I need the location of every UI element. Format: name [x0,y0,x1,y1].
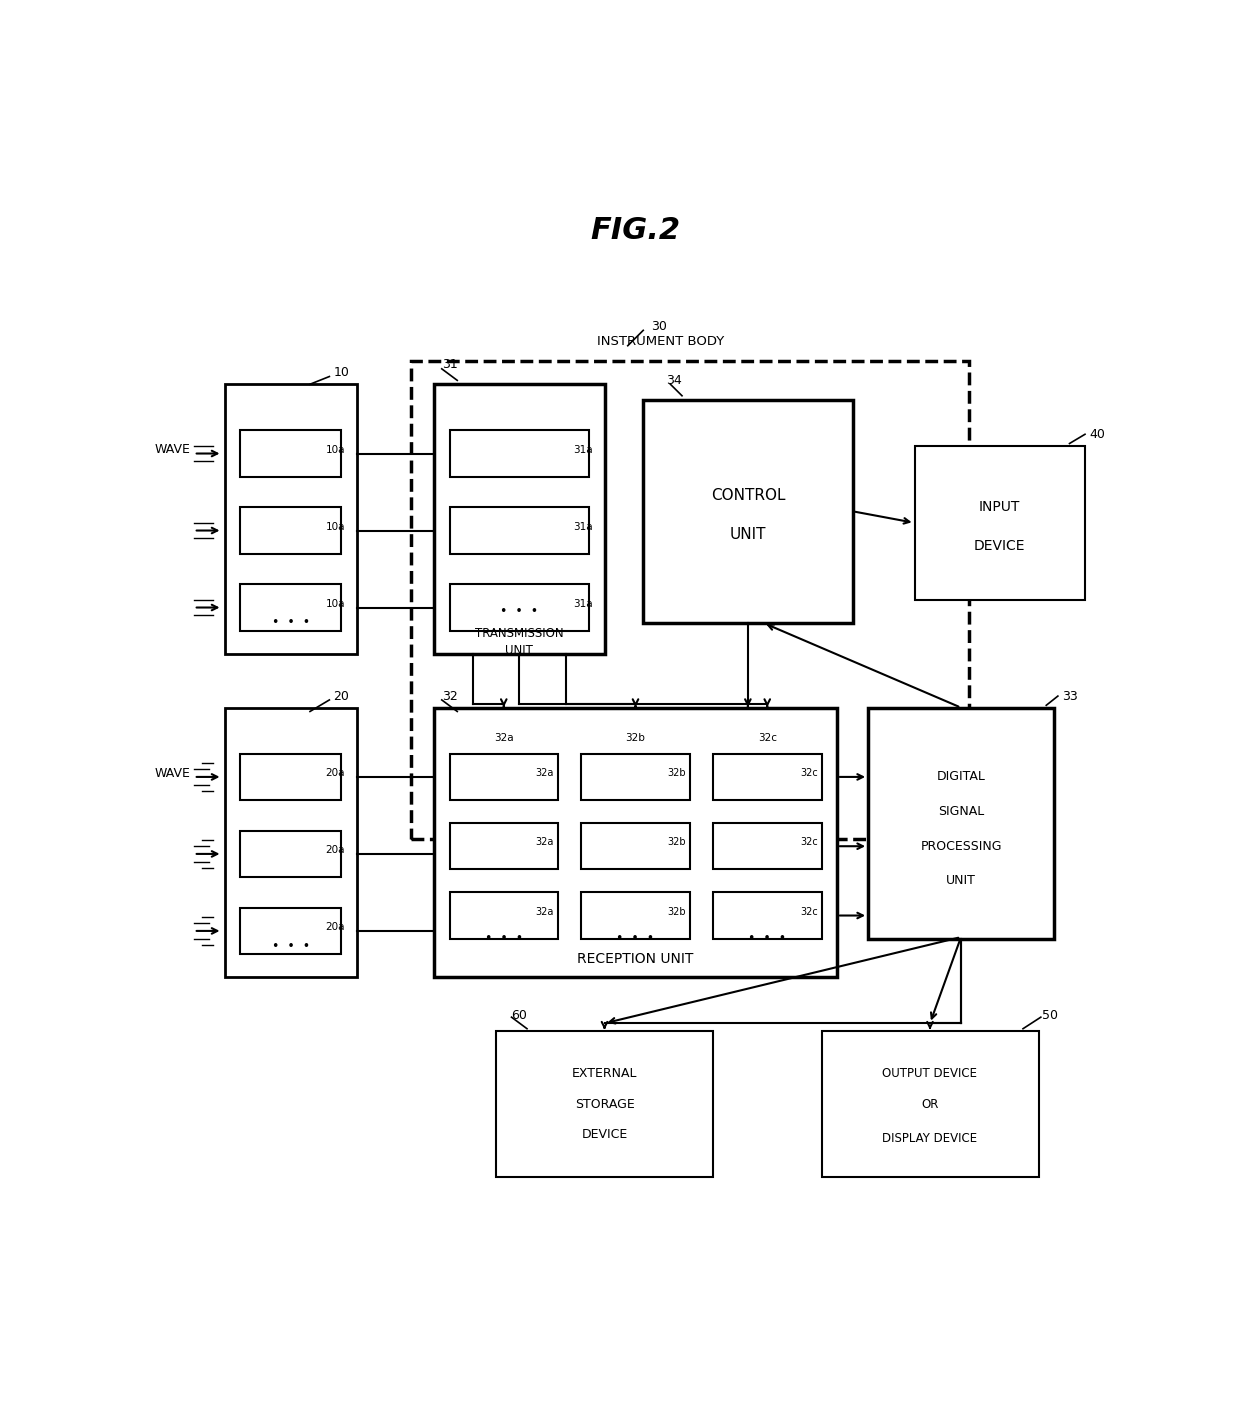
Text: 20a: 20a [325,845,345,855]
Text: UNIT: UNIT [506,644,533,658]
Text: PROCESSING: PROCESSING [920,839,1002,852]
Text: •  •  •: • • • [272,940,310,953]
Text: •  •  •: • • • [616,932,655,946]
Bar [713,822,821,869]
Text: 31a: 31a [573,522,593,532]
Bar [241,508,341,553]
Text: 32b: 32b [625,733,646,743]
Bar [644,400,853,623]
Bar [224,708,357,977]
Text: DISPLAY DEVICE: DISPLAY DEVICE [883,1133,977,1146]
Bar [868,708,1054,939]
Text: INSTRUMENT BODY: INSTRUMENT BODY [596,336,724,349]
Bar [241,584,341,631]
Text: 10: 10 [334,366,350,379]
Text: OUTPUT DEVICE: OUTPUT DEVICE [883,1066,977,1081]
Text: 60: 60 [511,1010,527,1022]
Text: 31: 31 [441,359,458,372]
Bar [713,754,821,800]
Text: 10a: 10a [325,598,345,608]
Text: 32a: 32a [536,838,554,848]
Text: •  •  •: • • • [485,932,523,946]
Text: 20a: 20a [325,769,345,778]
Bar [241,908,341,954]
Text: WAVE: WAVE [155,767,191,780]
Text: 32a: 32a [494,733,513,743]
Text: DEVICE: DEVICE [973,539,1025,553]
Bar [241,831,341,876]
Text: •  •  •: • • • [500,605,538,618]
Text: 32a: 32a [536,769,554,778]
Text: OR: OR [921,1098,939,1110]
Text: 31a: 31a [573,598,593,608]
Bar [582,754,689,800]
Text: 32c: 32c [800,906,817,916]
Text: 32b: 32b [667,838,686,848]
Text: EXTERNAL: EXTERNAL [572,1066,637,1081]
Text: 34: 34 [667,374,682,387]
Text: CONTROL: CONTROL [711,488,785,503]
Bar [449,892,558,939]
Text: 32c: 32c [800,838,817,848]
Bar [241,431,341,476]
Text: DEVICE: DEVICE [582,1129,627,1141]
Text: 31a: 31a [573,445,593,455]
Bar [410,362,968,838]
Text: 10a: 10a [325,445,345,455]
Text: INPUT: INPUT [980,501,1021,515]
Text: STORAGE: STORAGE [574,1098,635,1110]
Bar [496,1031,713,1177]
Text: DIGITAL: DIGITAL [936,770,986,783]
Bar [713,892,821,939]
Text: 40: 40 [1089,428,1105,441]
Bar [582,892,689,939]
Bar [449,822,558,869]
Bar [449,508,589,553]
Text: RECEPTION UNIT: RECEPTION UNIT [578,951,693,966]
Text: •  •  •: • • • [748,932,786,946]
Text: 32c: 32c [800,769,817,778]
Text: TRANSMISSION: TRANSMISSION [475,627,563,640]
Text: WAVE: WAVE [155,444,191,457]
Text: 32c: 32c [758,733,776,743]
Text: 20a: 20a [325,922,345,932]
Bar [434,708,837,977]
Bar [449,754,558,800]
Text: UNIT: UNIT [729,527,766,542]
Bar [915,445,1085,600]
Text: SIGNAL: SIGNAL [937,805,985,818]
Bar [582,822,689,869]
Text: 50: 50 [1043,1010,1059,1022]
Bar [434,384,605,654]
Text: •  •  •: • • • [272,617,310,630]
Text: FIG.2: FIG.2 [590,216,681,245]
Text: 20: 20 [334,689,350,702]
Bar [449,584,589,631]
Bar [449,431,589,476]
Text: 30: 30 [651,320,667,333]
Text: UNIT: UNIT [946,875,976,888]
Text: 32: 32 [441,689,458,702]
Bar [821,1031,1039,1177]
Text: 32a: 32a [536,906,554,916]
Text: 10a: 10a [325,522,345,532]
Bar [241,754,341,800]
Text: 33: 33 [1061,689,1078,702]
Text: 32b: 32b [667,769,686,778]
Text: 32b: 32b [667,906,686,916]
Bar [224,384,357,654]
